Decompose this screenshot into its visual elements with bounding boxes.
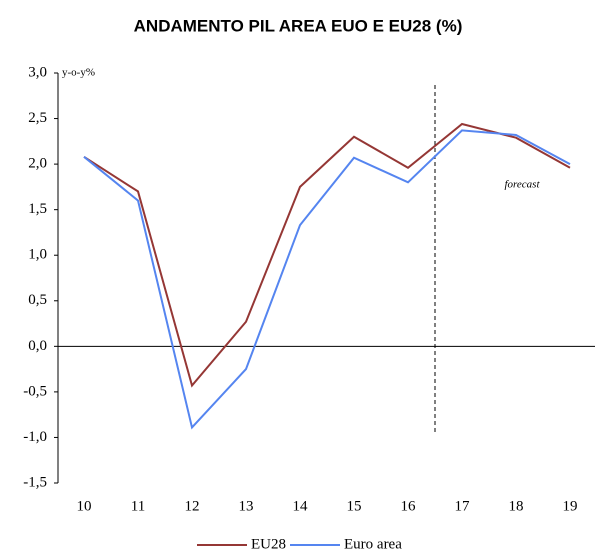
legend-label: EU28 [251, 536, 286, 552]
x-tick-label: 10 [77, 498, 92, 514]
x-tick-label: 15 [347, 498, 362, 514]
x-tick-label: 11 [131, 498, 145, 514]
y-tick-label: -0,5 [23, 383, 47, 399]
x-tick-label: 12 [185, 498, 200, 514]
y-tick-label: -1,5 [23, 474, 47, 490]
y-tick-label: 0,5 [28, 292, 47, 308]
y-tick-label: 1,0 [28, 247, 47, 263]
x-tick-label: 13 [239, 498, 254, 514]
y-tick-label: 3,0 [28, 64, 47, 80]
x-tick-label: 19 [563, 498, 578, 514]
series-line [83, 122, 571, 388]
x-tick-label: 14 [293, 498, 309, 514]
y-tick-label: 2,5 [28, 110, 47, 126]
x-tick-label: 16 [401, 498, 417, 514]
forecast-label: forecast [504, 179, 540, 191]
series-line [83, 129, 571, 430]
x-tick-label: 18 [509, 498, 524, 514]
chart-title: ANDAMENTO PIL AREA EUO E EU28 (%) [134, 16, 463, 35]
x-tick-label: 17 [455, 498, 471, 514]
y-tick-label: 1,5 [28, 201, 47, 217]
axis-unit: y-o-y% [62, 67, 95, 79]
legend-label: Euro area [344, 536, 402, 552]
y-tick-label: 2,0 [28, 156, 47, 172]
y-tick-label: -1,0 [23, 429, 47, 445]
y-tick-label: 0,0 [28, 338, 47, 354]
